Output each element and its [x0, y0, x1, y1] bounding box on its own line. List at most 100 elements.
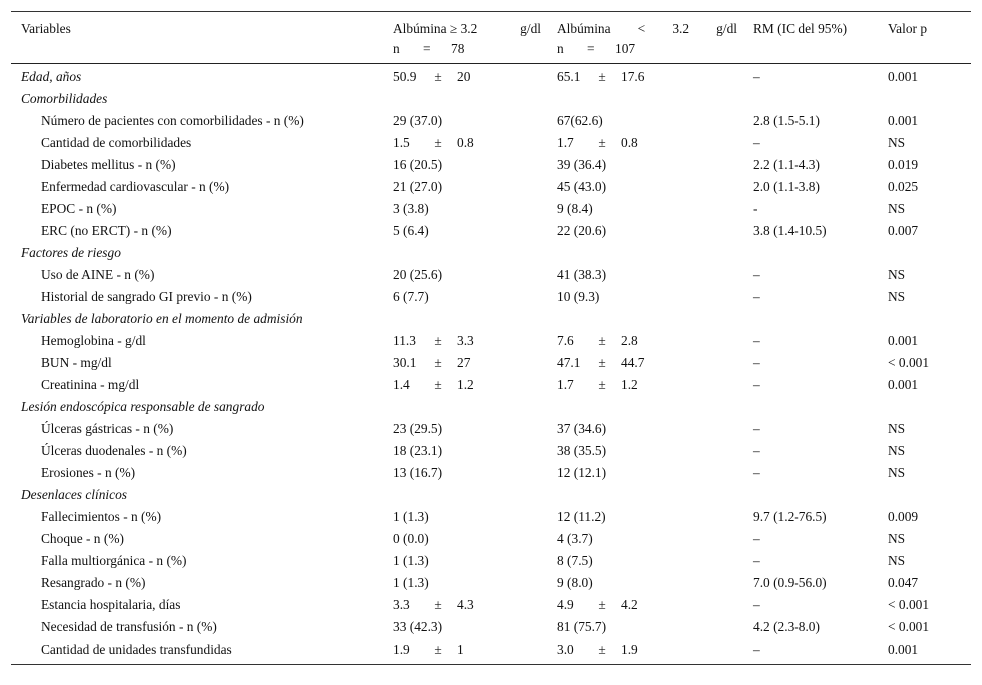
table-row: Cantidad de comorbilidades 1.5 ±0.8 1.7 ±0.8…: [11, 132, 971, 154]
rm-value: –: [753, 333, 760, 348]
plus-minus-sign: ±: [598, 69, 606, 84]
empty-cell: [383, 88, 547, 110]
section-row: Comorbilidades: [11, 88, 971, 110]
rm-value: –: [753, 289, 760, 304]
empty-cell: [878, 308, 971, 330]
empty-cell: [547, 88, 743, 110]
section-row: Lesión endoscópica responsable de sangra…: [11, 396, 971, 418]
table-row: Cantidad de unidades transfundidas 1.9 ±1 3…: [11, 638, 971, 665]
table-row: Edad, años 50.9 ±20 65.1 ±17.6 – 0.001: [11, 64, 971, 89]
albumin-low-value: 65.1 ±17.6: [547, 64, 743, 89]
sd-value: 2.8: [621, 333, 638, 348]
albumin-low-value: 38 (35.5): [557, 443, 607, 458]
albumin-low-value: 12 (12.1): [557, 465, 607, 480]
plus-minus-sign: ±: [434, 135, 442, 150]
variable-label: EPOC - n (%): [41, 201, 117, 216]
albumin-high-value: 1.4 ±1.2: [383, 374, 547, 396]
albumin-high-value: 1.5 ±0.8: [383, 132, 547, 154]
p-value: 0.001: [888, 113, 919, 128]
mean-value: 1.9: [393, 642, 410, 657]
variable-label: Uso de AINE - n (%): [41, 267, 155, 282]
header-p-value: Valor p: [878, 11, 971, 64]
albumin-high-value: 18 (23.1): [393, 443, 443, 458]
mean-value: 7.6: [557, 333, 574, 348]
plus-minus-sign: ±: [434, 597, 442, 612]
empty-cell: [878, 484, 971, 506]
mean-value: 3.0: [557, 642, 574, 657]
variable-label: Úlceras gástricas - n (%): [41, 421, 174, 436]
sd-value: 44.7: [621, 355, 645, 370]
table-row: Número de pacientes con comorbilidades -…: [11, 110, 971, 132]
p-value: NS: [888, 443, 906, 458]
section-row: Variables de laboratorio en el momento d…: [11, 308, 971, 330]
mean-value: 11.3: [393, 333, 416, 348]
empty-cell: [878, 88, 971, 110]
p-value: NS: [888, 553, 906, 568]
mean-sd-value: 1.7 ±0.8: [557, 132, 638, 154]
albumin-low-value: 1.7 ±0.8: [547, 132, 743, 154]
header-albumin-low: Albúmina < 3.2 g/dl n = 107: [547, 11, 743, 64]
albumin-high-value: 3 (3.8): [393, 201, 429, 216]
plus-minus-sign: ±: [434, 69, 442, 84]
variable-label: Erosiones - n (%): [41, 465, 136, 480]
albumin-low-value: 45 (43.0): [557, 179, 607, 194]
rm-value: 2.0 (1.1-3.8): [753, 179, 820, 194]
albumin-low-value: 8 (7.5): [557, 553, 593, 568]
albumin-low-value: 9 (8.4): [557, 201, 593, 216]
empty-cell: [878, 396, 971, 418]
p-value: 0.019: [888, 157, 919, 172]
table-row: Hemoglobina - g/dl 11.3 ±3.3 7.6 ±2.8 – 0.001: [11, 330, 971, 352]
plus-minus-sign: ±: [598, 333, 606, 348]
sd-value: 17.6: [621, 69, 645, 84]
p-value: NS: [888, 465, 906, 480]
empty-cell: [743, 308, 878, 330]
table-row: Estancia hospitalaria, días 3.3 ±4.3 4.9 ±4.…: [11, 594, 971, 616]
albumin-low-value: 9 (8.0): [557, 575, 593, 590]
p-value: NS: [888, 135, 906, 150]
p-value: NS: [888, 289, 906, 304]
mean-sd-value: 11.3 ±3.3: [393, 330, 474, 352]
albumin-high-value: 1 (1.3): [393, 509, 429, 524]
variable-label: Necesidad de transfusión - n (%): [41, 619, 217, 634]
variable-label: Resangrado - n (%): [41, 575, 146, 590]
table-row: Diabetes mellitus - n (%) 16 (20.5) 39 (36…: [11, 154, 971, 176]
p-value: 0.025: [888, 179, 919, 194]
albumin-high-value: 11.3 ±3.3: [383, 330, 547, 352]
rm-value: 2.8 (1.5-5.1): [753, 113, 820, 128]
rm-value: 3.8 (1.4-10.5): [753, 223, 827, 238]
plus-minus-sign: ±: [598, 377, 606, 392]
albumin-low-value: 4 (3.7): [557, 531, 593, 546]
variable-label: ERC (no ERCT) - n (%): [41, 223, 172, 238]
variable-label: Historial de sangrado GI previo - n (%): [41, 289, 252, 304]
albumin-low-value: 67(62.6): [557, 113, 603, 128]
plus-minus-sign: ±: [434, 355, 442, 370]
section-label: Desenlaces clínicos: [21, 487, 127, 502]
empty-cell: [547, 308, 743, 330]
table-row: Uso de AINE - n (%) 20 (25.6) 41 (38.3) – NS: [11, 264, 971, 286]
empty-cell: [383, 242, 547, 264]
table-row: ERC (no ERCT) - n (%) 5 (6.4) 22 (20.6) 3.8…: [11, 220, 971, 242]
empty-cell: [547, 396, 743, 418]
table-row: BUN - mg/dl 30.1 ±27 47.1 ±44.7 – < 0.001: [11, 352, 971, 374]
albumin-low-value: 10 (9.3): [557, 289, 600, 304]
table-row: Choque - n (%) 0 (0.0) 4 (3.7) – NS: [11, 528, 971, 550]
table-row: Historial de sangrado GI previo - n (%) 6…: [11, 286, 971, 308]
albumin-low-value: 39 (36.4): [557, 157, 607, 172]
albumin-low-value: 7.6 ±2.8: [547, 330, 743, 352]
plus-minus-sign: ±: [598, 135, 606, 150]
variable-label: Cantidad de unidades transfundidas: [11, 638, 383, 665]
section-label: Lesión endoscópica responsable de sangra…: [21, 399, 265, 414]
mean-sd-value: 50.9 ±20: [393, 66, 470, 88]
p-value: 0.047: [888, 575, 919, 590]
albumin-low-value: 1.7 ±1.2: [547, 374, 743, 396]
albumin-high-value: 33 (42.3): [393, 619, 443, 634]
empty-cell: [743, 396, 878, 418]
variable-label: Edad, años: [21, 69, 82, 84]
albumin-high-value: 1 (1.3): [393, 553, 429, 568]
rm-value: 4.2 (2.3-8.0): [753, 619, 820, 634]
rm-value: 7.0 (0.9-56.0): [753, 575, 827, 590]
albumin-high-value: 23 (29.5): [393, 421, 443, 436]
empty-cell: [383, 396, 547, 418]
table-row: Úlceras duodenales - n (%) 18 (23.1) 38 (3…: [11, 440, 971, 462]
header-albumin-high: Albúmina ≥ 3.2 g/dl n = 78: [383, 11, 547, 64]
